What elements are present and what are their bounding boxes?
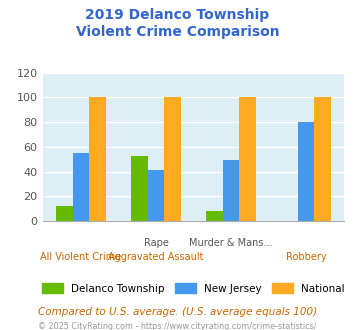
Bar bbox=[148, 170, 164, 221]
Text: Compared to U.S. average. (U.S. average equals 100): Compared to U.S. average. (U.S. average … bbox=[38, 307, 317, 317]
Bar bbox=[131, 155, 148, 221]
Text: Rape: Rape bbox=[143, 238, 168, 248]
Bar bbox=[239, 97, 256, 221]
Bar bbox=[89, 97, 106, 221]
Bar bbox=[164, 97, 181, 221]
Bar bbox=[73, 153, 89, 221]
Bar bbox=[223, 160, 239, 221]
Text: Violent Crime Comparison: Violent Crime Comparison bbox=[76, 25, 279, 39]
Bar bbox=[56, 206, 73, 221]
Text: Robbery: Robbery bbox=[285, 252, 326, 262]
Text: 2019 Delanco Township: 2019 Delanco Township bbox=[86, 8, 269, 22]
Text: Murder & Mans...: Murder & Mans... bbox=[189, 238, 273, 248]
Text: All Violent Crime: All Violent Crime bbox=[40, 252, 122, 262]
Text: © 2025 CityRating.com - https://www.cityrating.com/crime-statistics/: © 2025 CityRating.com - https://www.city… bbox=[38, 322, 317, 330]
Bar bbox=[297, 122, 314, 221]
Text: Aggravated Assault: Aggravated Assault bbox=[108, 252, 204, 262]
Bar bbox=[206, 211, 223, 221]
Bar bbox=[314, 97, 331, 221]
Legend: Delanco Township, New Jersey, National: Delanco Township, New Jersey, National bbox=[42, 283, 345, 294]
